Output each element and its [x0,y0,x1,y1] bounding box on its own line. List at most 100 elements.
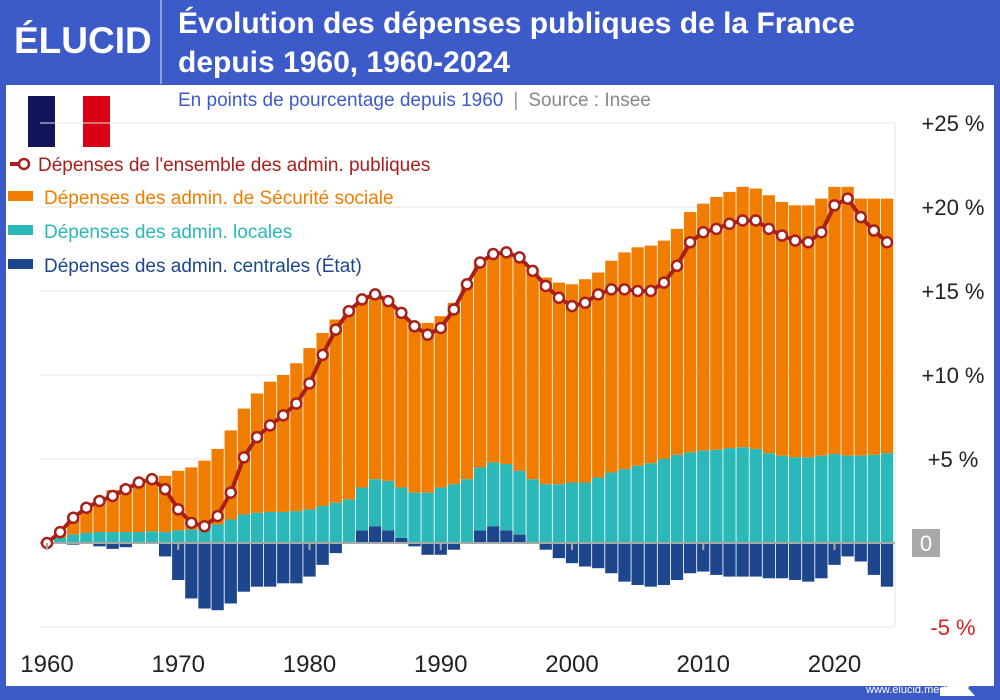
total-point [867,224,881,237]
bar-social [316,333,329,507]
legend-item-total: Dépenses de l'ensemble des admin. publiq… [10,155,430,176]
legend-swatch-icon [8,225,33,235]
bar-social [775,201,789,456]
bar-local [53,537,67,543]
y-tick-label: +25 % [922,111,985,136]
bar-central [631,543,644,585]
bar-social [762,195,776,454]
bar-central [421,543,434,555]
bar-social [539,277,552,485]
bar-social [867,198,881,455]
bar-social [552,282,566,485]
bar-social [657,240,671,459]
bar-local [106,532,119,543]
bar-central [815,543,828,579]
zero-label-box [912,529,940,557]
title-line-1: Évolution des dépenses publiques de la F… [178,7,855,40]
bar-local [211,524,224,543]
bar-social [670,228,684,455]
bar-social [277,375,290,512]
bar-local [303,509,316,543]
bar-local [447,484,461,543]
total-point [132,476,146,489]
bar-local [408,492,421,543]
total-point [657,276,671,289]
total-point [526,264,539,278]
legend-marker-icon [17,157,31,171]
total-point [762,222,776,236]
total-point [67,511,80,525]
total-point [172,503,185,516]
total-point [815,225,828,239]
bar-social [382,304,395,481]
bar-local [263,511,277,543]
bar-local [132,532,146,543]
source-text: Source : Insee [528,90,651,111]
total-point [539,279,552,293]
total-point [382,294,395,308]
total-point [697,225,710,239]
bar-central [697,543,710,572]
elucid-flag-logo-icon [940,680,975,696]
bar-central [277,543,290,584]
bar-local [316,506,329,543]
bar-social [854,198,867,456]
bar-local [434,487,447,543]
bar-local [683,452,697,543]
bar-social [500,254,513,465]
bar-local [368,479,382,527]
bar-local [710,449,723,543]
bar-local [290,511,303,543]
total-point [500,246,513,259]
bar-central [762,543,776,579]
bar-social [185,467,198,530]
x-tick-label: 1970 [152,651,205,678]
bar-social [408,322,421,493]
y-tick-label: +5 % [928,447,979,472]
bar-local [526,479,539,543]
bar-local [736,447,749,543]
bar-central [552,543,566,559]
bar-central [605,543,618,574]
bar-social [342,309,356,500]
bar-central [237,543,251,592]
legend-label-total: Dépenses de l'ensemble des admin. publiq… [38,155,430,176]
bar-central [408,543,421,547]
bar-central [329,543,342,554]
total-point [447,303,461,316]
bar-social [368,294,382,480]
bar-central [670,543,684,580]
bar-social [395,316,408,488]
bar-central [368,526,382,543]
bar-social [828,186,841,454]
total-point [434,321,447,335]
bar-central [618,543,631,582]
total-point [158,482,172,496]
total-point [723,217,736,231]
total-point [342,304,356,318]
bar-local [867,454,881,543]
bar-local [185,529,198,543]
subtitle-text: En points de pourcentage depuis 1960 [178,90,504,111]
bar-central [802,543,815,582]
flag-blue-stripe [28,96,56,147]
bars [40,186,895,611]
x-tick-label: 2010 [677,651,730,678]
bar-local [749,448,762,543]
total-point [854,210,867,224]
bar-central [683,543,697,574]
bar-local [880,453,894,543]
bar-central [473,530,487,543]
bar-central [539,543,552,550]
title-line-2: depuis 1960, 1960-2024 [178,46,510,79]
bar-local [657,459,671,543]
total-point [277,409,290,422]
total-point [788,234,802,247]
bar-social [290,363,303,512]
subtitle: En points de pourcentage depuis 1960 | Sou… [178,90,651,112]
bar-social [578,279,592,483]
bar-social [631,247,644,466]
bar-social [644,245,657,464]
footer-url[interactable]: www.elucid.media [866,684,955,696]
